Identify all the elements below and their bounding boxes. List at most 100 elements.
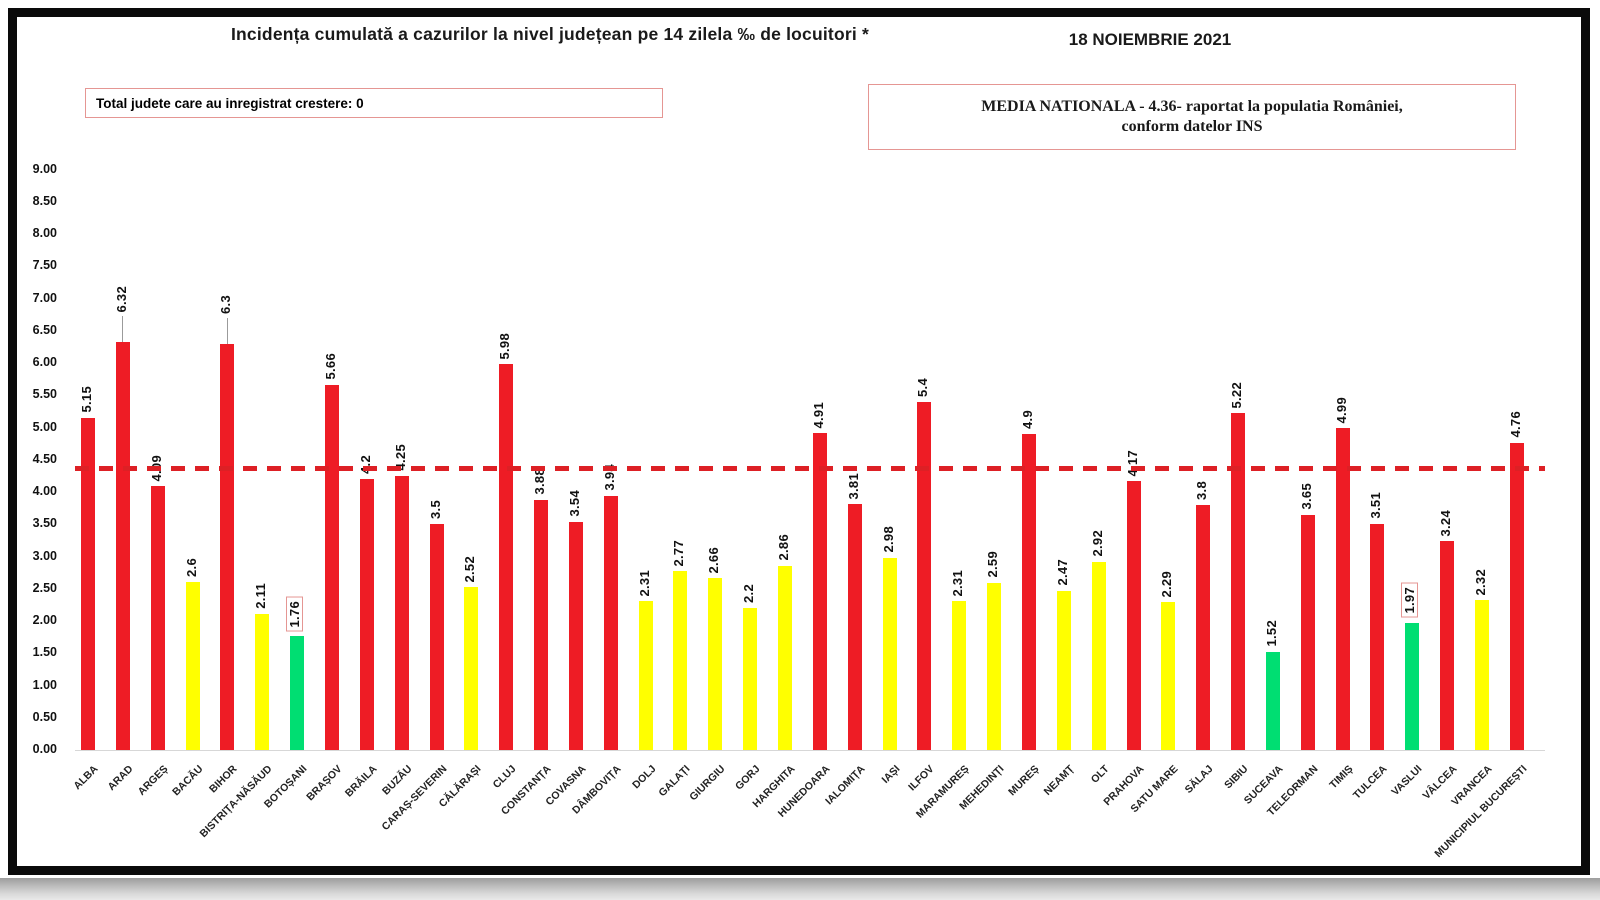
bar-value-label: 2.29 [1159, 570, 1175, 598]
bar-value-label: 4.91 [810, 401, 826, 429]
bar-value-label: 3.88 [532, 468, 548, 495]
y-axis-tick-label: 5.50 [32, 387, 57, 402]
bar-value-label: 1.76 [286, 596, 304, 632]
bar-value-label: 4.17 [1124, 449, 1140, 477]
bar-buzău [394, 475, 409, 750]
bar-mehedinți [987, 582, 1002, 750]
y-axis-tick-label: 1.50 [32, 645, 57, 660]
y-axis-tick-label: 4.00 [32, 484, 57, 498]
bar-value-label: 3.51 [1368, 492, 1384, 519]
bar-brașov [324, 384, 339, 750]
bar-value-label: 3.54 [566, 490, 582, 517]
value-label-leader-line [226, 317, 228, 344]
bar-bistrița-năsăud [255, 613, 270, 750]
bar-maramureș [952, 601, 967, 750]
y-axis-tick-label: 4.50 [32, 451, 57, 466]
bar-constanța [534, 499, 549, 750]
bar-botoșani [290, 636, 305, 750]
bar-sălaj [1196, 504, 1211, 750]
bar-value-label: 5.66 [322, 353, 338, 380]
bar-value-label: 2.77 [671, 539, 687, 567]
y-axis-tick-label: 5.00 [32, 419, 57, 434]
bar-value-label: 2.47 [1054, 559, 1070, 586]
bar-value-label: 2.6 [183, 558, 199, 578]
bar-value-label: 4.9 [1019, 409, 1035, 429]
bar-value-label: 2.86 [776, 534, 791, 561]
bar-alba [81, 417, 95, 750]
chart-title: Incidența cumulată a cazurilor la nivel … [230, 24, 869, 44]
bar-value-label: 2.92 [1089, 530, 1105, 557]
bar-olt [1091, 561, 1106, 750]
bar-value-label: 3.5 [427, 500, 443, 520]
bar-value-label: 3.24 [1438, 509, 1454, 537]
y-axis-tick-label: 3.50 [32, 516, 57, 531]
bar-value-label: 4.99 [1333, 396, 1349, 424]
national-average-reference-line [75, 466, 1545, 472]
bar-value-label: 2.98 [880, 526, 896, 553]
bar-suceava [1265, 651, 1280, 750]
y-axis-tick-label: 3.00 [32, 548, 57, 563]
bar-value-label: 3.65 [1298, 483, 1314, 510]
y-axis-tick-label: 7.50 [32, 258, 57, 273]
y-axis-tick-label: 6.50 [32, 322, 57, 337]
value-label-leader-line [122, 316, 124, 343]
bar-bihor [220, 343, 235, 750]
bar-tulcea [1370, 523, 1385, 750]
bar-value-label: 2.59 [985, 551, 1001, 578]
bar-vrancea [1475, 600, 1489, 750]
y-axis-tick-label: 8.50 [32, 193, 57, 208]
bar-timiș [1335, 428, 1350, 750]
bar-giurgiu [708, 578, 723, 750]
y-axis-tick-label: 0.00 [32, 742, 57, 756]
total-counties-increase-box: Total judete care au inregistrat crester… [85, 88, 663, 118]
bar-argeș [150, 486, 165, 750]
bar-bacău [185, 582, 200, 750]
national-average-line1: MEDIA NATIONALA - 4.36- raportat la popu… [981, 98, 1403, 115]
bar-hunedoara [812, 433, 827, 750]
y-axis-tick-label: 9.00 [32, 161, 57, 176]
bar-dâmbovița [603, 495, 618, 750]
x-axis-baseline [75, 750, 1545, 751]
bar-value-label: 5.4 [915, 377, 931, 397]
bar-value-label: 2.31 [950, 569, 966, 597]
bar-value-label: 1.52 [1263, 620, 1279, 647]
bar-iași [882, 557, 897, 750]
y-axis-tick-label: 7.00 [32, 290, 57, 305]
bar-value-label: 2.52 [462, 555, 478, 583]
window-bottom-shadow [0, 878, 1600, 900]
bar-value-label: 3.8 [1194, 480, 1210, 500]
national-average-box: MEDIA NATIONALA - 4.36- raportat la popu… [868, 84, 1516, 150]
total-counties-increase-label: Total judete care au inregistrat crester… [96, 96, 364, 111]
y-axis-tick-label: 2.00 [32, 613, 57, 627]
bar-value-label: 2.66 [706, 546, 722, 574]
chart-frame-border [8, 8, 1590, 875]
report-date: 18 NOIEMBRIE 2021 [1068, 30, 1232, 49]
bar-value-label: 3.81 [845, 472, 861, 500]
bar-value-label: 2.2 [741, 584, 757, 604]
y-axis-tick-label: 0.50 [32, 709, 57, 724]
bar-municipiul-bucurești [1509, 442, 1524, 750]
bar-ilfov [917, 401, 932, 750]
bar-value-label: 2.31 [636, 569, 652, 597]
bar-sibiu [1231, 413, 1246, 750]
bar-neamț [1056, 590, 1071, 750]
bar-caraș-severin [429, 524, 444, 750]
bar-prahova [1126, 481, 1141, 750]
bar-value-label: 4.76 [1507, 411, 1523, 438]
bar-value-label: 5.98 [497, 332, 513, 360]
bar-value-label: 5.22 [1229, 381, 1245, 409]
bar-vâlcea [1440, 541, 1455, 750]
bar-value-label: 5.15 [79, 386, 94, 413]
y-axis-tick-label: 1.00 [32, 677, 57, 692]
bar-brăila [359, 479, 374, 750]
bar-gorj [743, 608, 758, 750]
bar-vaslui [1405, 622, 1420, 750]
bar-covasna [568, 521, 583, 750]
bar-value-label: 2.32 [1473, 568, 1488, 596]
bar-dolj [638, 601, 653, 750]
bar-value-label: 2.11 [253, 583, 269, 609]
bar-arad [115, 342, 130, 750]
bar-value-label: 6.32 [113, 285, 129, 313]
bar-cluj [499, 364, 514, 750]
